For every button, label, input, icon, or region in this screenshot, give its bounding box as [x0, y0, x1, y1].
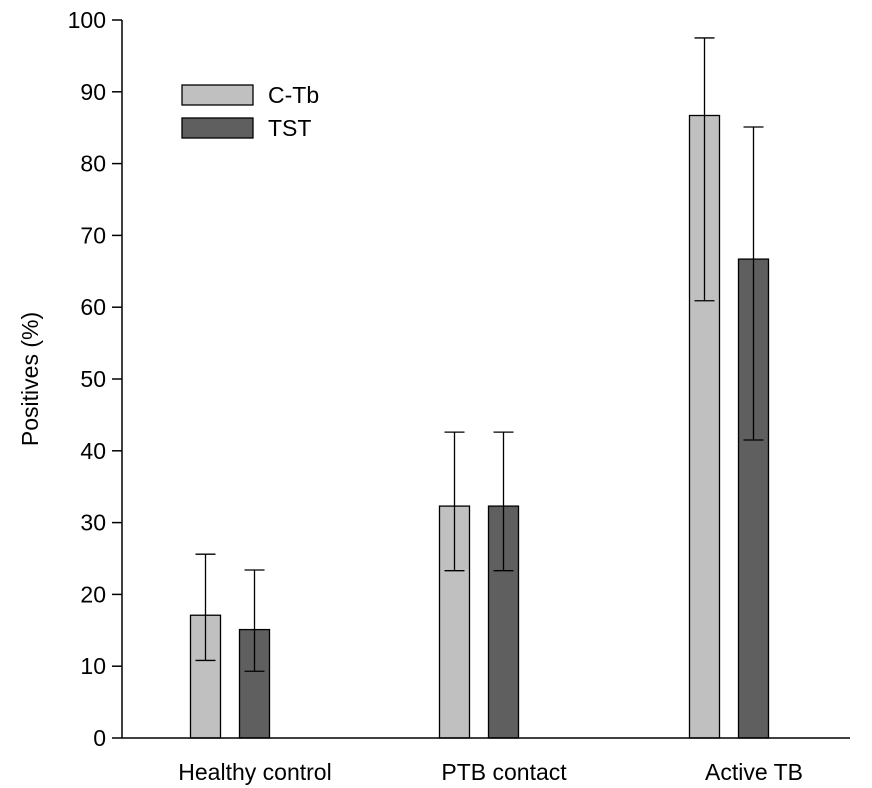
y-axis-title: Positives (%)	[17, 312, 43, 446]
legend-swatch-tst	[181, 117, 254, 139]
y-tick-label: 40	[80, 438, 106, 464]
x-tick-label: PTB contact	[441, 759, 567, 785]
y-tick-label: 20	[80, 581, 106, 607]
bars-layer	[189, 37, 770, 739]
legend-label: C-Tb	[268, 82, 319, 108]
legend-swatch-c-tb	[181, 84, 254, 106]
x-tick-label: Healthy control	[178, 759, 331, 785]
y-tick-label: 30	[80, 510, 106, 536]
x-tick-label: Active TB	[705, 759, 803, 785]
legend: C-Tb TST	[181, 82, 319, 141]
y-tick-label: 10	[80, 653, 106, 679]
y-tick-label: 90	[80, 79, 106, 105]
y-tick-label: 60	[80, 294, 106, 320]
y-tick-label: 50	[80, 366, 106, 392]
legend-label: TST	[268, 115, 311, 141]
y-tick-label: 80	[80, 151, 106, 177]
axes-layer: Healthy control PTB contact Active TB 0 10 20…	[68, 7, 850, 785]
y-tick-label: 100	[68, 7, 106, 33]
y-tick-label: 0	[93, 725, 106, 751]
y-tick-label: 70	[80, 222, 106, 248]
